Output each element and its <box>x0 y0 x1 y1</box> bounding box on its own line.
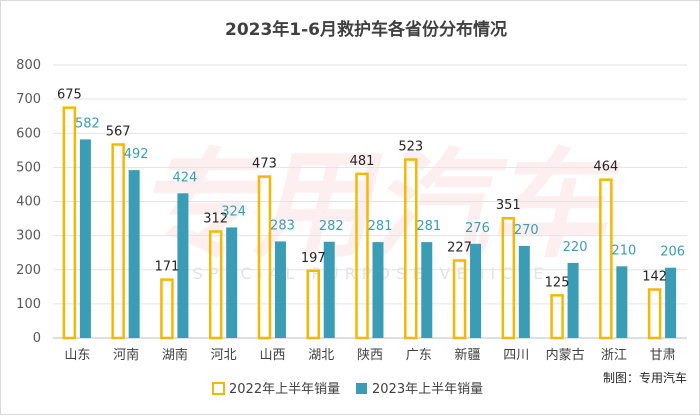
legend-swatch-2023 <box>356 383 367 394</box>
data-label-2023-12: 206 <box>660 245 685 260</box>
y-tick-label-400: 400 <box>16 195 41 210</box>
data-label-2023-9: 270 <box>514 223 539 238</box>
y-tick-label-800: 800 <box>16 58 41 73</box>
bar-2023-10 <box>567 262 579 338</box>
bar-2023-1 <box>128 170 140 338</box>
bar-2023-3 <box>226 227 238 338</box>
x-tick-label-6: 陕西 <box>357 348 383 363</box>
data-label-2023-2: 424 <box>173 170 198 185</box>
legend-label-2023: 2023年上半年销量 <box>372 382 483 397</box>
y-tick-label-300: 300 <box>16 229 41 244</box>
bar-2022-11 <box>599 178 613 340</box>
y-tick-label-200: 200 <box>16 263 41 278</box>
bar-2023-7 <box>421 242 433 338</box>
x-tick-label-0: 山东 <box>64 348 90 363</box>
watermark-sub: SPECIAL PURPOSE VEHICLE <box>193 264 550 283</box>
bar-2022-4 <box>257 175 272 340</box>
gridlines <box>53 64 687 339</box>
data-label-2023-0: 582 <box>75 116 100 131</box>
x-axis-categories: 山东 河南 湖南 河北 山西 湖北 陕西 广东 新疆 四川 内蒙古 浙江 甘肃 <box>64 347 675 363</box>
data-label-2023-10: 220 <box>563 240 588 255</box>
bar-2023-8 <box>470 243 482 338</box>
bar-2022-8 <box>452 259 467 340</box>
y-tick-label-500: 500 <box>16 160 41 175</box>
y-tick-label-600: 600 <box>16 126 41 141</box>
bar-2022-9 <box>501 216 516 340</box>
chart-credit: 制图：专用汽车 <box>603 370 687 385</box>
bar-2022-6 <box>355 172 369 340</box>
bar-2023-12 <box>665 267 677 338</box>
bar-2023-0 <box>79 139 91 338</box>
legend-swatch-2022 <box>212 382 225 395</box>
data-label-2023-1: 492 <box>124 147 149 162</box>
data-label-2022-8: 227 <box>447 241 472 256</box>
x-tick-label-8: 新疆 <box>455 347 481 363</box>
x-tick-label-11: 浙江 <box>601 348 627 363</box>
data-label-2022-0: 675 <box>57 88 82 103</box>
x-tick-label-4: 山西 <box>259 348 285 363</box>
bar-2022-3 <box>208 230 223 340</box>
legend: 2022年上半年销量 2023年上半年销量 <box>212 382 483 397</box>
y-axis-ticks: 0 100 200 300 400 500 600 700 800 <box>16 58 41 346</box>
data-label-2023-4: 283 <box>270 218 295 233</box>
bar-2022-0 <box>62 106 77 340</box>
x-tick-label-2: 湖南 <box>162 347 188 363</box>
legend-label-2022: 2022年上半年销量 <box>229 382 340 397</box>
y-tick-label-100: 100 <box>16 297 41 312</box>
data-label-2023-11: 210 <box>611 243 636 258</box>
data-label-2022-2: 171 <box>155 260 180 275</box>
x-tick-label-12: 甘肃 <box>650 348 676 363</box>
bar-2023-4 <box>274 241 286 338</box>
bar-2022-5 <box>306 269 320 340</box>
chart-title: 2023年1-6月救护车各省份分布情况 <box>225 19 507 40</box>
bar-2022-10 <box>550 294 564 340</box>
x-tick-label-1: 河南 <box>113 347 139 363</box>
data-label-2023-7: 281 <box>416 219 441 234</box>
data-label-2022-5: 197 <box>301 251 326 266</box>
data-label-2022-11: 464 <box>593 160 618 175</box>
x-tick-label-3: 河北 <box>211 348 237 363</box>
bar-2023-2 <box>177 193 189 338</box>
data-label-2023-6: 281 <box>368 219 393 234</box>
data-label-2022-4: 473 <box>252 157 277 172</box>
y-tick-label-0: 0 <box>33 331 41 346</box>
x-tick-label-5: 湖北 <box>308 348 334 363</box>
data-label-2022-6: 481 <box>350 154 375 169</box>
bar-2022-7 <box>404 158 418 340</box>
bar-2023-9 <box>518 245 530 338</box>
x-tick-label-10: 内蒙古 <box>546 347 585 363</box>
bar-2022-1 <box>111 143 125 340</box>
bar-2022-12 <box>647 288 662 340</box>
x-tick-label-7: 广东 <box>406 348 432 363</box>
bar-2023-11 <box>616 266 628 338</box>
data-label-2022-12: 142 <box>642 270 667 285</box>
data-label-2022-10: 125 <box>545 275 570 290</box>
data-label-2022-1: 567 <box>106 125 131 140</box>
bars <box>62 106 677 340</box>
data-label-2022-7: 523 <box>398 140 423 155</box>
bar-2023-6 <box>372 242 384 338</box>
data-label-2022-3: 312 <box>203 212 228 227</box>
bar-2023-5 <box>323 241 335 338</box>
y-tick-label-700: 700 <box>16 92 41 107</box>
data-label-2023-3: 324 <box>221 204 246 219</box>
data-label-2023-8: 276 <box>465 221 490 236</box>
bar-2022-2 <box>160 278 174 340</box>
x-tick-label-9: 四川 <box>503 348 529 363</box>
data-label-2022-9: 351 <box>496 198 521 213</box>
data-label-2023-5: 282 <box>319 219 344 234</box>
